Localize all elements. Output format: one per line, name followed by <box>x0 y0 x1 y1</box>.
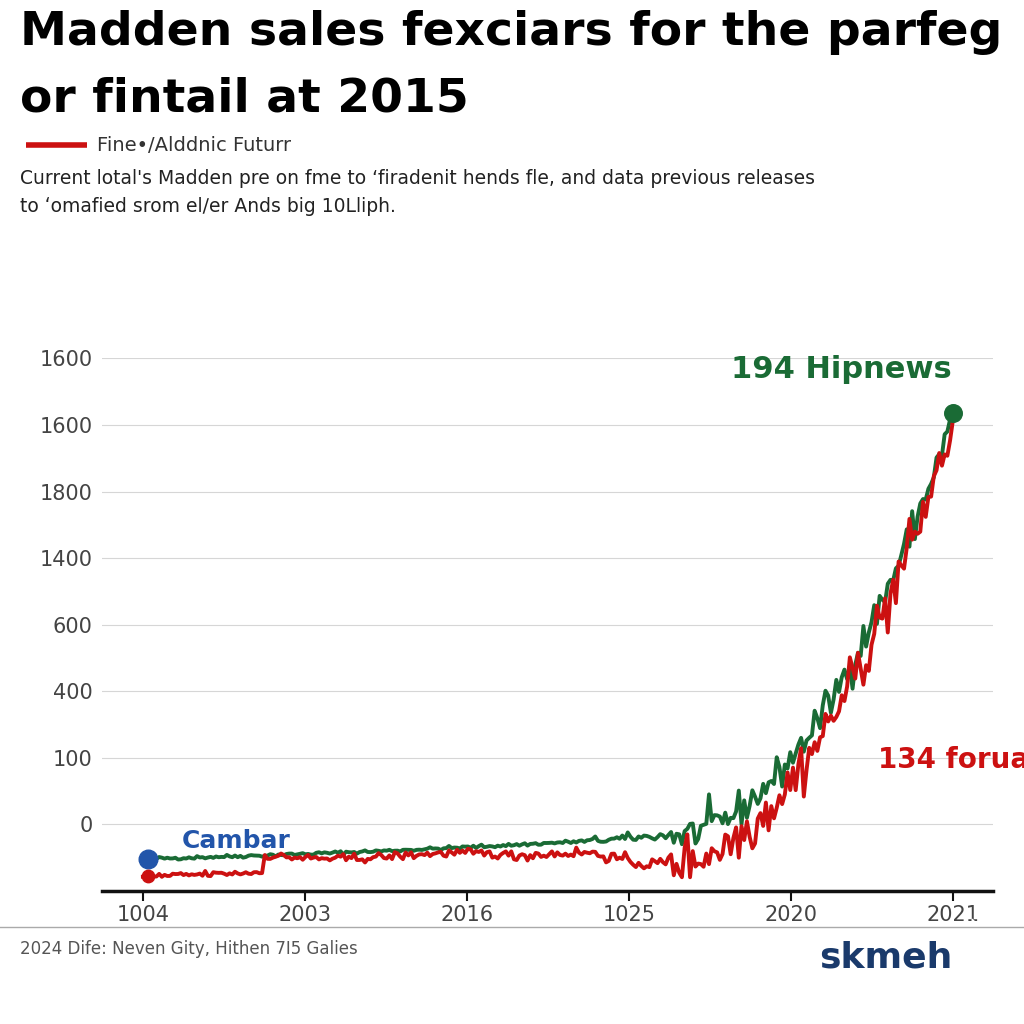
Text: Current lotal's Madden pre on fme to ‘firadenit hends fle, and data previous rel: Current lotal's Madden pre on fme to ‘fi… <box>20 169 815 216</box>
Text: skmeh: skmeh <box>819 940 952 974</box>
FancyArrow shape <box>965 920 992 961</box>
Text: Madden sales fexciars for the parfeg: Madden sales fexciars for the parfeg <box>20 10 1002 55</box>
Text: Cambar: Cambar <box>181 828 291 853</box>
Point <box>944 404 961 421</box>
Point <box>140 850 157 866</box>
Point <box>140 868 157 885</box>
Text: Fine•/Alddnic Futurr: Fine•/Alddnic Futurr <box>97 136 292 155</box>
Text: or fintail at 2015: or fintail at 2015 <box>20 77 469 122</box>
Text: 194 Hipnews: 194 Hipnews <box>730 355 951 384</box>
Text: 2024 Dife: Neven Gity, Hithen 7I5 Galies: 2024 Dife: Neven Gity, Hithen 7I5 Galies <box>20 940 358 958</box>
Text: 134 forual calts: 134 forual calts <box>878 746 1024 774</box>
